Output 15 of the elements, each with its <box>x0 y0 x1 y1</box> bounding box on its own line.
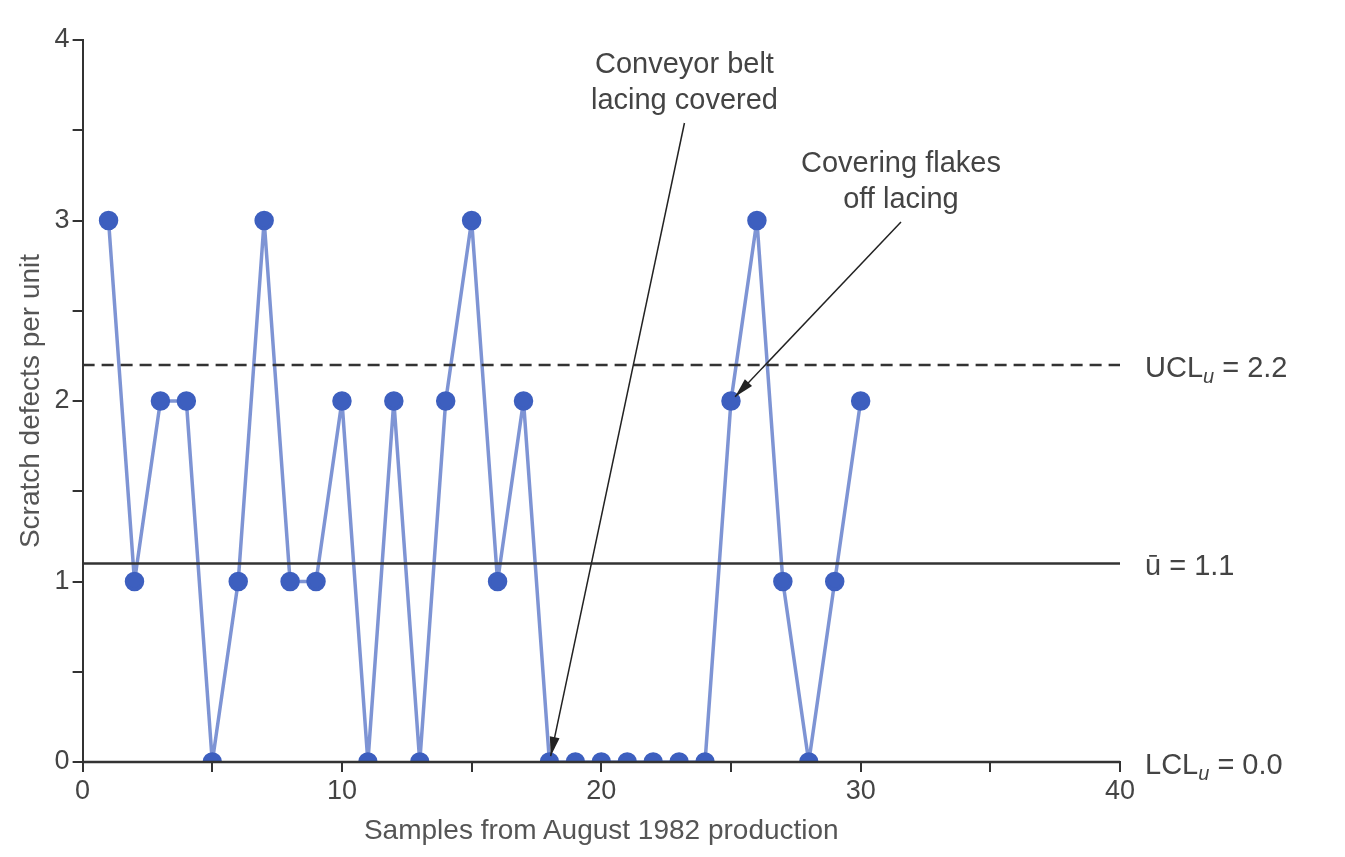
x-tick-label: 40 <box>1104 774 1136 805</box>
y-tick-label: 0 <box>54 745 70 776</box>
annotation: Conveyor belt lacing covered <box>590 47 778 115</box>
x-tick-label: 10 <box>326 774 357 805</box>
x-axis-title: Samples from August 1982 production <box>363 813 839 845</box>
y-tick-label: 4 <box>54 23 70 54</box>
annotation: Covering flakes off lacing <box>801 146 1001 214</box>
y-tick-label: 3 <box>54 203 70 234</box>
x-tick-label: 0 <box>75 774 91 805</box>
y-axis-title: Scratch defects per unit <box>13 253 45 549</box>
x-tick-label: 20 <box>586 774 617 805</box>
y-tick-label: 1 <box>54 564 70 595</box>
ref-line-label: ū = 1.1 <box>1145 549 1235 582</box>
y-tick-label: 2 <box>54 384 70 415</box>
x-tick-label: 30 <box>845 774 876 805</box>
